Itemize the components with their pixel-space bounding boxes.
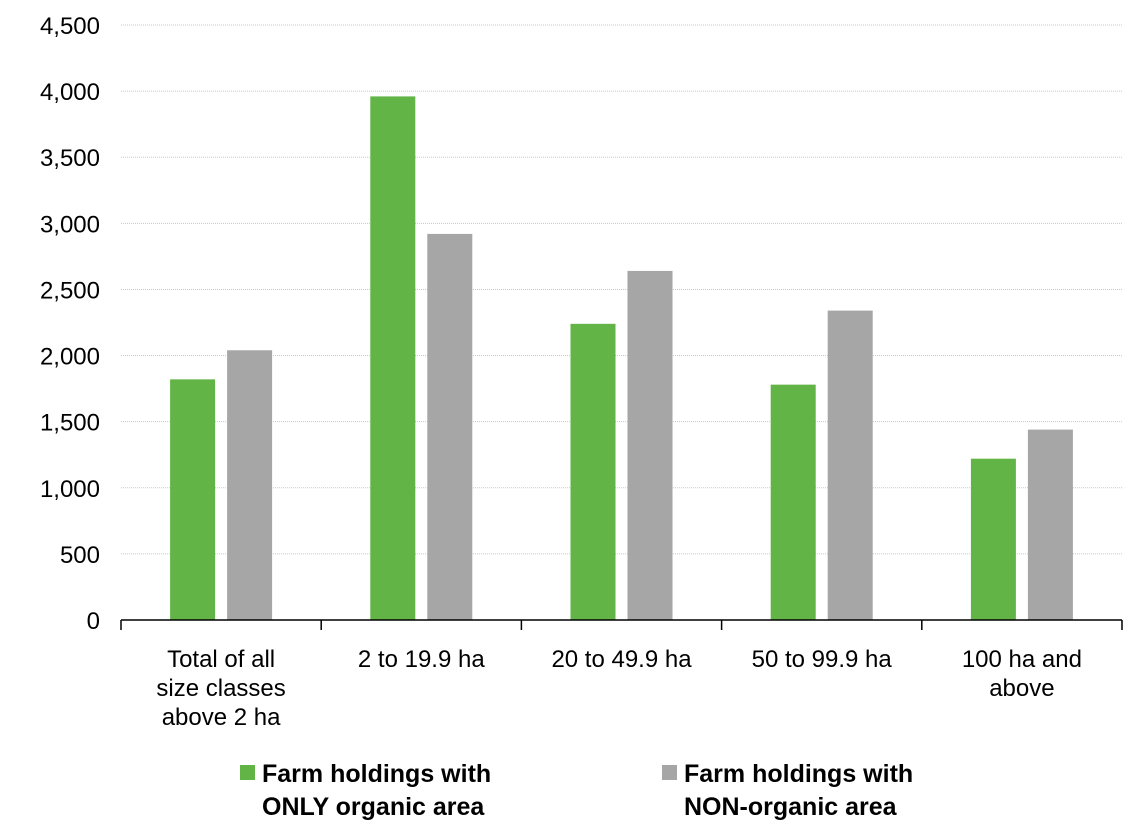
x-tick-label: 50 to 99.9 ha — [752, 646, 893, 673]
bar-series-1-cat-5 — [970, 458, 1016, 620]
bar-series-1-cat-2 — [370, 96, 416, 620]
y-tick-label: 2,500 — [40, 277, 100, 304]
axes — [120, 619, 1123, 630]
bar-series-1-cat-3 — [570, 323, 616, 620]
x-tick-label: 2 to 19.9 ha — [358, 646, 485, 673]
legend-label: Farm holdings with ONLY organic area — [262, 760, 491, 821]
bar-series-2-cat-4 — [827, 310, 873, 620]
bar-series-2-cat-2 — [427, 233, 473, 620]
x-tick-labels: Total of all size classes above 2 ha 2 to 1… — [156, 646, 1082, 731]
legend-swatch — [662, 765, 677, 780]
y-tick-label: 4,000 — [40, 79, 100, 106]
bar-series-2-cat-5 — [1027, 429, 1073, 620]
y-tick-label: 500 — [60, 542, 100, 569]
x-tick-label: 100 ha and above — [962, 646, 1082, 702]
y-tick-label: 0 — [87, 608, 100, 635]
bar-series-1-cat-1 — [170, 379, 216, 620]
legend-swatch — [240, 765, 255, 780]
bars — [170, 96, 1073, 620]
y-tick-label: 1,500 — [40, 410, 100, 437]
bar-series-1-cat-4 — [770, 384, 816, 620]
y-tick-label: 3,500 — [40, 145, 100, 172]
x-tick-label: Total of all size classes above 2 ha — [156, 646, 285, 731]
y-tick-label: 2,000 — [40, 344, 100, 371]
y-tick-labels: 0 500 1,000 1,500 2,000 2,500 3,000 3,500 4,000 4… — [40, 13, 100, 635]
bar-series-2-cat-3 — [627, 270, 673, 620]
y-tick-label: 4,500 — [40, 13, 100, 40]
y-tick-label: 1,000 — [40, 476, 100, 503]
y-tick-label: 3,000 — [40, 211, 100, 238]
legend-label: Farm holdings with NON-organic area — [684, 760, 913, 821]
x-tick-label: 20 to 49.9 ha — [551, 646, 692, 673]
gridlines — [121, 24, 1122, 555]
bar-series-2-cat-1 — [227, 350, 273, 620]
legend: Farm holdings with ONLY organic area Farm … — [240, 760, 913, 821]
